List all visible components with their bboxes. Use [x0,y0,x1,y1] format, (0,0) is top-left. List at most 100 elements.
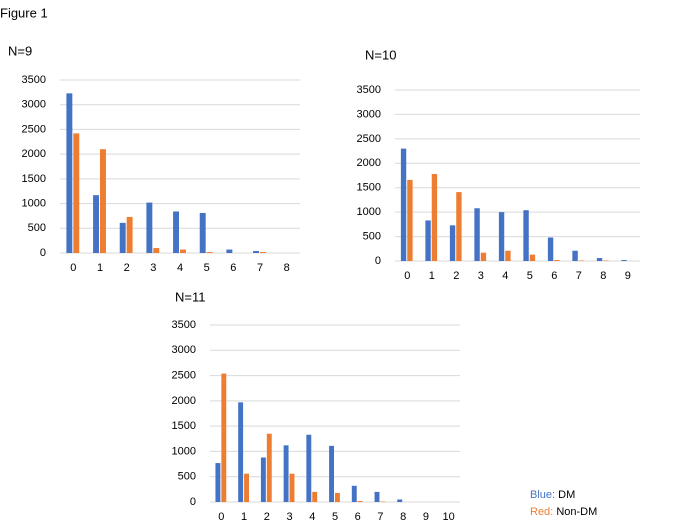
y-tick-label: 500 [178,471,196,483]
bar [523,210,529,261]
x-tick-label: 5 [332,511,338,522]
bar [621,260,627,261]
bar [73,133,80,253]
y-tick-label: 1500 [172,420,196,432]
x-tick-label: 3 [478,270,484,282]
y-tick-label: 2500 [172,369,196,381]
bar [100,149,106,253]
bar [400,148,407,261]
x-tick-label: 4 [309,511,315,522]
bar [474,208,480,261]
x-tick-label: 0 [70,262,76,274]
y-tick-label: 1500 [357,182,381,194]
bar [449,225,456,261]
y-tick-label: 500 [28,222,46,234]
bar [289,473,295,502]
y-tick-label: 0 [190,496,196,508]
y-tick-label: 3000 [357,108,381,120]
x-tick-label: 8 [600,270,606,282]
bar [335,492,340,502]
y-tick-label: 2000 [172,395,196,407]
bar [431,174,438,261]
bar [244,473,249,502]
x-tick-label: 4 [502,270,508,282]
bar [180,249,186,253]
bar [505,250,511,261]
y-tick-label: 0 [40,247,46,259]
bar [153,248,160,253]
x-tick-label: 8 [284,262,290,274]
y-tick-label: 500 [363,230,381,242]
bar [329,445,334,502]
y-tick-label: 2000 [357,157,381,169]
x-tick-label: 6 [230,262,236,274]
bar [215,463,221,502]
bar [66,93,73,254]
bar [351,485,357,502]
x-tick-label: 0 [218,511,224,522]
x-tick-label: 2 [124,262,130,274]
bar [260,252,266,253]
bar [397,499,403,502]
bar [238,402,244,502]
x-tick-label: 0 [404,270,410,282]
bar [547,237,554,261]
y-tick-label: 1000 [172,445,196,457]
x-tick-label: 7 [257,262,263,274]
bar [425,220,431,261]
legend-key: Blue: [530,489,555,501]
bar [456,192,462,261]
bar [199,212,206,253]
y-tick-label: 0 [375,255,381,267]
bar [266,433,272,502]
bar [407,179,413,261]
bar [206,252,213,253]
bar [498,212,505,261]
chart-title: N=9 [8,43,32,58]
bar [260,457,266,502]
legend-entry: Blue: DM [530,489,575,501]
x-tick-label: 5 [527,270,533,282]
x-tick-label: 9 [423,511,429,522]
legend-name: DM [558,489,575,501]
bar [572,250,578,261]
figure-label: Figure 1 [0,5,48,20]
x-tick-label: 1 [429,270,435,282]
bar [529,254,536,261]
legend-name: Non-DM [556,506,597,518]
x-tick-label: 4 [177,262,183,274]
bar [119,222,126,253]
legend-entry: Red: Non-DM [530,506,597,518]
y-tick-label: 3500 [357,84,381,96]
y-tick-label: 3500 [172,319,196,331]
y-tick-label: 3000 [22,99,46,111]
x-tick-label: 7 [576,270,582,282]
bar [283,445,289,502]
x-tick-label: 10 [443,511,455,522]
bar [93,195,99,253]
x-tick-label: 3 [286,511,292,522]
x-tick-label: 7 [377,511,383,522]
y-tick-label: 1500 [22,173,46,185]
bar [253,251,259,253]
x-tick-label: 1 [97,262,103,274]
y-tick-label: 2500 [357,133,381,145]
x-tick-label: 1 [241,511,247,522]
bar [173,211,179,253]
x-tick-label: 5 [204,262,210,274]
bar [146,202,153,253]
bar [221,373,227,502]
bar [374,491,380,502]
y-tick-label: 1000 [22,197,46,209]
y-tick-label: 1000 [357,206,381,218]
chart-title: N=10 [365,47,396,62]
bar [554,260,560,261]
y-tick-label: 3000 [172,344,196,356]
y-tick-label: 3500 [22,74,46,86]
chart-title: N=11 [175,289,205,304]
bar [312,491,318,502]
x-tick-label: 6 [355,511,361,522]
x-tick-label: 2 [453,270,459,282]
x-tick-label: 2 [264,511,270,522]
